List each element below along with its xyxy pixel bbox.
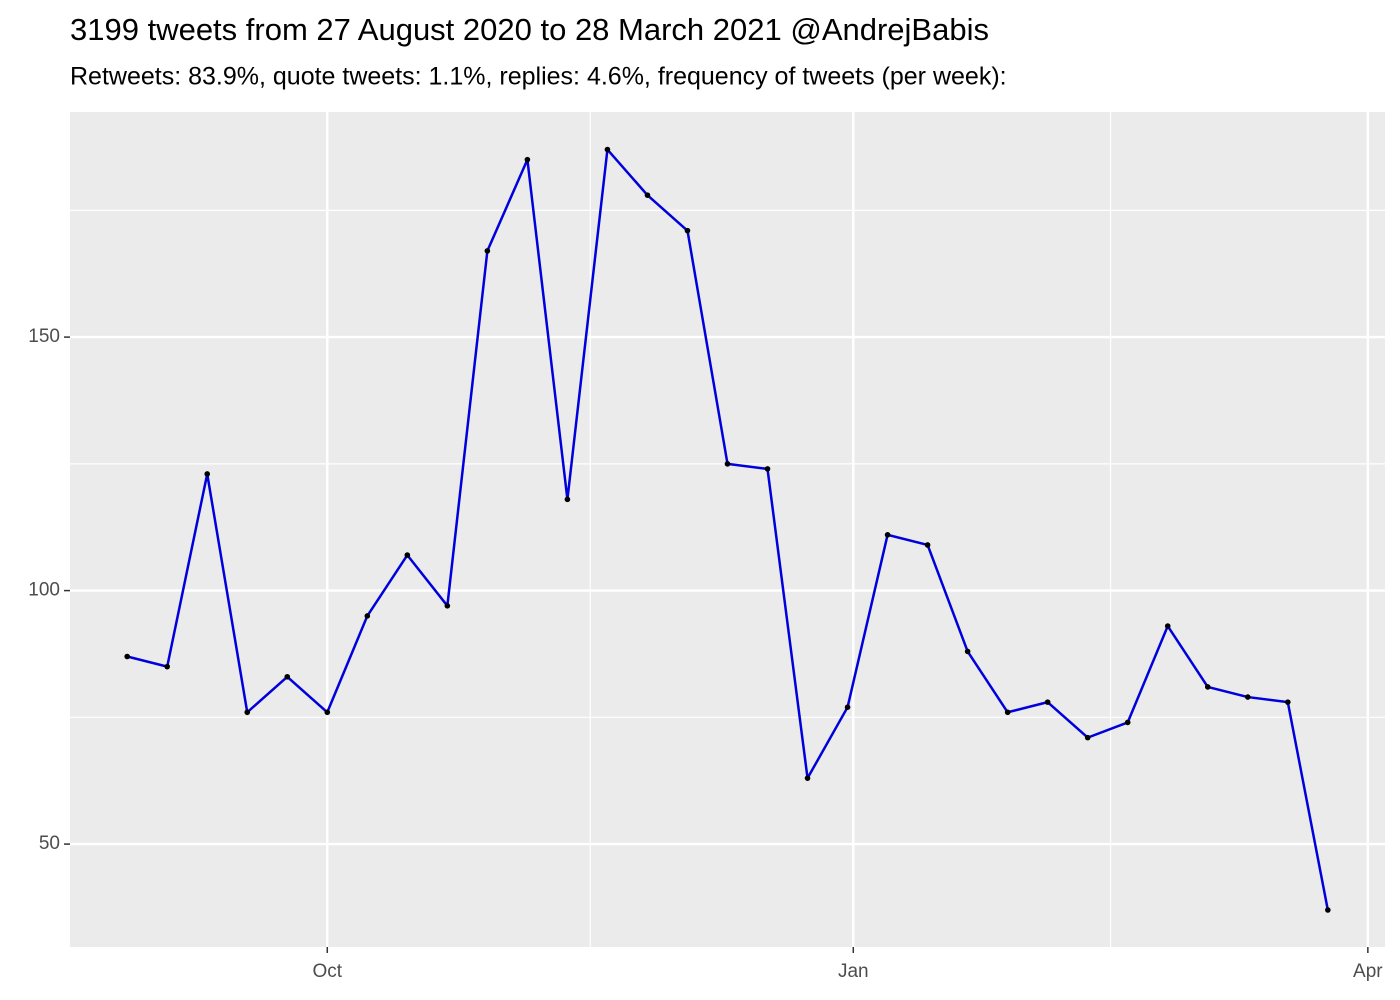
data-point: [1285, 699, 1291, 705]
data-point: [244, 709, 251, 716]
data-point: [684, 227, 691, 234]
data-point: [564, 496, 571, 503]
data-point: [884, 532, 891, 538]
data-point: [1244, 694, 1251, 700]
data-point: [764, 466, 771, 472]
data-point: [644, 192, 651, 198]
data-point: [1164, 623, 1171, 629]
data-point: [324, 709, 331, 716]
data-point: [924, 542, 931, 548]
data-point: [404, 552, 411, 558]
data-point: [1204, 684, 1211, 690]
x-tick-label: Apr: [1353, 961, 1383, 982]
y-tick-label: 150: [28, 326, 60, 347]
data-point: [844, 704, 851, 710]
data-point: [724, 461, 731, 467]
data-point: [1084, 734, 1091, 741]
data-point: [124, 653, 130, 660]
data-point: [164, 663, 170, 670]
data-point: [804, 775, 811, 781]
data-point: [964, 648, 971, 655]
chart-title: 3199 tweets from 27 August 2020 to 28 Ma…: [70, 12, 989, 47]
data-point: [364, 613, 371, 619]
data-point: [444, 603, 451, 609]
x-tick-label: Jan: [838, 961, 869, 982]
data-point: [204, 471, 211, 477]
data-point: [1044, 699, 1051, 705]
data-point: [284, 673, 291, 680]
y-tick-label: 50: [39, 833, 60, 854]
y-tick-label: 100: [28, 580, 60, 601]
data-point: [1004, 709, 1011, 716]
data-point: [524, 156, 531, 163]
plot-panel: [70, 112, 1385, 947]
x-tick-label: Oct: [313, 961, 343, 982]
data-point: [484, 248, 491, 254]
chart-subtitle: Retweets: 83.9%, quote tweets: 1.1%, rep…: [70, 63, 1007, 91]
data-point: [604, 146, 611, 153]
data-point: [1325, 907, 1331, 913]
data-point: [1124, 719, 1131, 726]
